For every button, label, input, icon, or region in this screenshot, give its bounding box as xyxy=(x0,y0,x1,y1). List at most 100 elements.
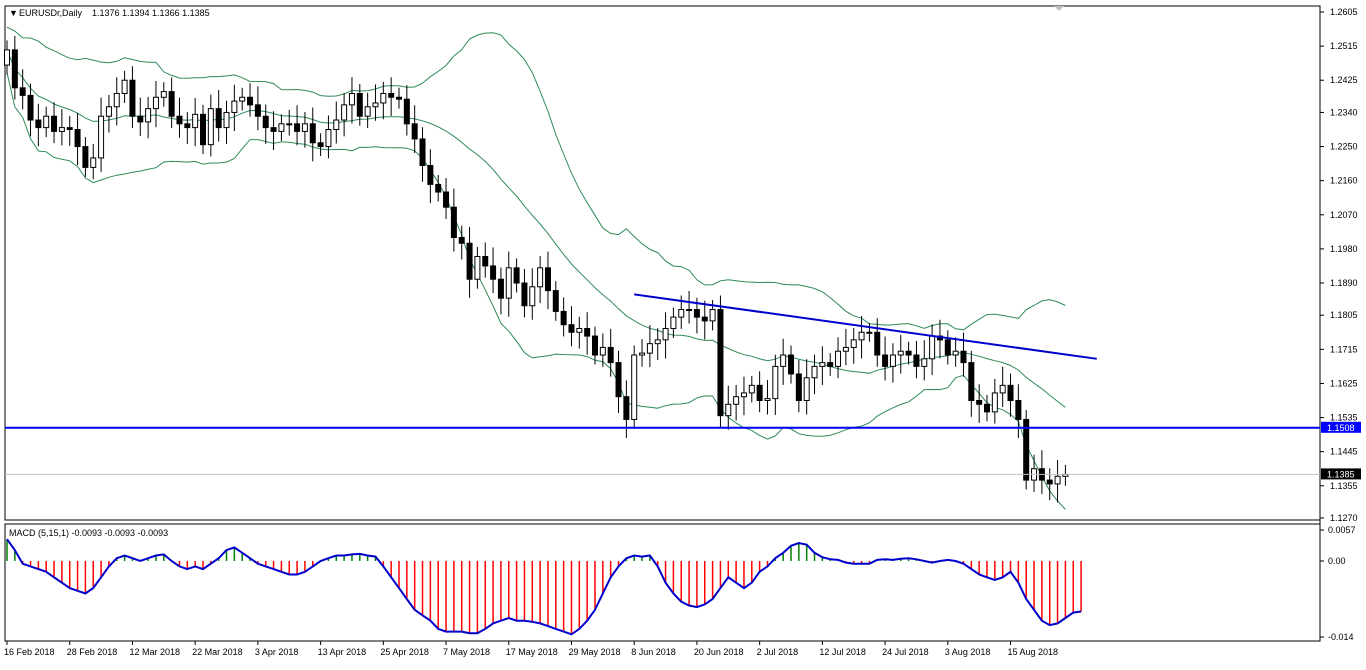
candle-body xyxy=(795,373,802,402)
candle-body xyxy=(435,183,442,193)
candle-body xyxy=(984,403,990,413)
price-tick-label: 1.2425 xyxy=(1330,75,1358,85)
candle-body xyxy=(254,104,261,117)
candle-body xyxy=(207,108,214,146)
candle-body xyxy=(740,392,747,398)
ohlc-values: 1.1376 1.1394 1.1366 1.1385 xyxy=(92,8,210,18)
candle-body xyxy=(866,331,873,334)
candle-body xyxy=(121,79,128,94)
price-tick-label: 1.1535 xyxy=(1330,413,1358,423)
candle-body xyxy=(639,352,646,356)
candle-body xyxy=(584,327,591,337)
candle-body xyxy=(576,327,583,333)
macd-axis: 0.0057 0.00 -0.014 xyxy=(1320,525,1356,642)
candle-body xyxy=(74,128,81,148)
candle-body xyxy=(513,267,520,284)
candle-body xyxy=(411,123,418,140)
candle-body xyxy=(113,92,120,108)
candle-body xyxy=(811,365,818,379)
candle-body xyxy=(1023,418,1030,481)
candle-body xyxy=(474,255,481,280)
candle-body xyxy=(403,98,410,125)
bollinger-bands xyxy=(6,26,1066,510)
candle-body xyxy=(301,123,308,132)
candle-body xyxy=(976,400,983,405)
macd-tick-label: -0.014 xyxy=(1328,632,1354,642)
candle-body xyxy=(458,237,465,244)
trendline xyxy=(634,293,1097,360)
time-tick-label: 2 Jul 2018 xyxy=(757,647,799,657)
candle-body xyxy=(223,111,230,129)
candle-body xyxy=(921,358,928,367)
candle-body xyxy=(615,362,622,398)
candle-body xyxy=(98,115,105,159)
candle-body xyxy=(231,100,238,113)
time-tick-label: 22 Mar 2018 xyxy=(192,647,243,657)
candle-body xyxy=(897,350,904,356)
price-tick-label: 1.2250 xyxy=(1330,142,1358,152)
price-tick-label: 1.1890 xyxy=(1330,278,1358,288)
time-tick-label: 13 Apr 2018 xyxy=(318,647,367,657)
candle-body xyxy=(364,106,371,117)
candle-body xyxy=(35,119,42,129)
candle-body xyxy=(592,335,598,356)
time-tick-label: 15 Aug 2018 xyxy=(1008,647,1059,657)
candle-body xyxy=(317,142,324,148)
candle-body xyxy=(466,242,473,280)
candle-body xyxy=(58,127,65,132)
price-tick-label: 1.2340 xyxy=(1330,107,1358,117)
candle-body xyxy=(168,91,175,117)
symbol-menu-icon[interactable]: ▼ xyxy=(9,8,18,18)
candle-body xyxy=(968,362,975,402)
candle-body xyxy=(662,327,669,341)
candle-body xyxy=(882,354,889,367)
candle-body xyxy=(176,115,183,125)
price-tick-label: 1.1625 xyxy=(1330,378,1358,388)
candle-body xyxy=(497,278,504,299)
price-axis: 1.2605 1.2515 1.2425 1.2340 1.2250 1.2160 1.20… xyxy=(1320,7,1358,523)
time-tick-label: 24 Jul 2018 xyxy=(882,647,929,657)
candle-body xyxy=(341,104,348,121)
candle-body xyxy=(239,96,246,102)
hline-price-label: 1.1508 xyxy=(1327,423,1355,433)
time-tick-label: 7 May 2018 xyxy=(443,647,490,657)
candle-body xyxy=(262,115,269,129)
upper-band xyxy=(6,26,1066,331)
candle-body xyxy=(396,96,402,100)
candle-body xyxy=(835,350,842,367)
candle-body xyxy=(294,123,301,132)
candle-body xyxy=(623,396,630,420)
candle-body xyxy=(529,286,536,307)
candle-body xyxy=(4,49,10,66)
current-price-label: 1.1385 xyxy=(1327,469,1355,479)
candle-body xyxy=(678,309,685,318)
time-axis: 16 Feb 2018 28 Feb 2018 12 Mar 2018 22 Mar … xyxy=(4,641,1058,657)
candle-body xyxy=(1015,400,1022,420)
candle-body xyxy=(889,354,896,367)
candle-body xyxy=(686,309,693,312)
symbol-label: EURUSDr,Daily xyxy=(19,8,83,18)
candle-body xyxy=(858,331,865,341)
time-tick-label: 20 Jun 2018 xyxy=(694,647,744,657)
candle-body xyxy=(333,119,340,130)
price-tick-label: 1.2070 xyxy=(1330,210,1358,220)
candle-body xyxy=(348,92,355,106)
candle-body xyxy=(380,92,387,104)
candle-body xyxy=(105,106,112,117)
price-tick-label: 1.1805 xyxy=(1330,310,1358,320)
candle-body xyxy=(1007,384,1014,402)
time-tick-label: 25 Apr 2018 xyxy=(380,647,429,657)
candle-body xyxy=(309,123,316,144)
candle-body xyxy=(819,362,826,367)
current-price-tag xyxy=(1321,468,1361,480)
lower-band xyxy=(6,72,1066,510)
candle-body xyxy=(82,146,89,168)
price-tick-label: 1.2515 xyxy=(1330,41,1358,51)
candle-body xyxy=(544,267,551,292)
candle-body xyxy=(537,267,544,288)
chart-shift-icon[interactable] xyxy=(1054,6,1064,11)
candle-body xyxy=(51,115,58,132)
candle-body xyxy=(944,339,951,356)
